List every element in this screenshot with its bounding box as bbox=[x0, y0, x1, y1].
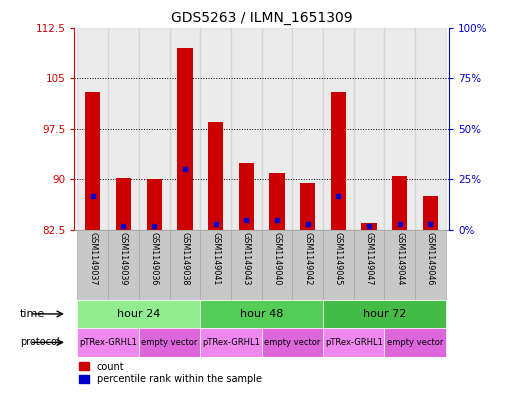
Text: GSM1149044: GSM1149044 bbox=[395, 232, 404, 286]
Bar bbox=[323, 300, 446, 328]
Bar bbox=[384, 328, 446, 357]
Bar bbox=[169, 28, 200, 230]
Bar bbox=[415, 230, 446, 300]
Bar bbox=[231, 28, 262, 230]
Bar bbox=[354, 230, 384, 300]
Bar bbox=[108, 230, 139, 300]
Text: GSM1149038: GSM1149038 bbox=[181, 232, 189, 286]
Text: empty vector: empty vector bbox=[142, 338, 198, 347]
Bar bbox=[139, 328, 200, 357]
Text: GSM1149036: GSM1149036 bbox=[150, 232, 159, 286]
Bar bbox=[147, 180, 162, 230]
Bar bbox=[177, 48, 192, 230]
Bar bbox=[108, 28, 139, 230]
Text: GSM1149045: GSM1149045 bbox=[334, 232, 343, 286]
Text: empty vector: empty vector bbox=[387, 338, 443, 347]
Bar bbox=[423, 196, 438, 230]
Bar bbox=[208, 122, 223, 230]
Text: GSM1149042: GSM1149042 bbox=[303, 232, 312, 286]
Text: GSM1149041: GSM1149041 bbox=[211, 232, 220, 286]
Bar bbox=[239, 163, 254, 230]
Bar bbox=[139, 28, 169, 230]
Bar bbox=[354, 28, 384, 230]
Bar bbox=[323, 328, 384, 357]
Text: empty vector: empty vector bbox=[264, 338, 321, 347]
Bar bbox=[262, 28, 292, 230]
Text: GSM1149046: GSM1149046 bbox=[426, 232, 435, 286]
Bar bbox=[139, 230, 169, 300]
Bar bbox=[169, 230, 200, 300]
Bar bbox=[323, 230, 354, 300]
Text: GSM1149037: GSM1149037 bbox=[88, 232, 97, 286]
Bar bbox=[415, 28, 446, 230]
Bar bbox=[262, 328, 323, 357]
Bar bbox=[231, 230, 262, 300]
Text: pTRex-GRHL1: pTRex-GRHL1 bbox=[202, 338, 260, 347]
Text: GSM1149039: GSM1149039 bbox=[119, 232, 128, 286]
Legend: count, percentile rank within the sample: count, percentile rank within the sample bbox=[79, 362, 262, 384]
Text: GSM1149040: GSM1149040 bbox=[272, 232, 282, 286]
Bar bbox=[384, 28, 415, 230]
Bar bbox=[200, 328, 262, 357]
Bar bbox=[262, 230, 292, 300]
Bar bbox=[77, 328, 139, 357]
Bar bbox=[77, 300, 200, 328]
Bar bbox=[300, 183, 315, 230]
Bar bbox=[77, 230, 108, 300]
Bar bbox=[331, 92, 346, 230]
Bar bbox=[323, 28, 354, 230]
Bar bbox=[116, 178, 131, 230]
Bar bbox=[292, 28, 323, 230]
Bar bbox=[269, 173, 285, 230]
Text: time: time bbox=[20, 309, 45, 319]
Text: hour 72: hour 72 bbox=[363, 309, 406, 319]
Text: GSM1149047: GSM1149047 bbox=[365, 232, 373, 286]
Bar bbox=[200, 28, 231, 230]
Text: protocol: protocol bbox=[20, 338, 60, 347]
Bar bbox=[384, 230, 415, 300]
Text: GSM1149043: GSM1149043 bbox=[242, 232, 251, 286]
Bar bbox=[200, 230, 231, 300]
Bar bbox=[200, 300, 323, 328]
Bar bbox=[392, 176, 407, 230]
Text: pTRex-GRHL1: pTRex-GRHL1 bbox=[325, 338, 383, 347]
Text: hour 24: hour 24 bbox=[117, 309, 161, 319]
Text: pTRex-GRHL1: pTRex-GRHL1 bbox=[79, 338, 137, 347]
Bar bbox=[361, 223, 377, 230]
Bar bbox=[292, 230, 323, 300]
Text: hour 48: hour 48 bbox=[240, 309, 283, 319]
Bar bbox=[77, 28, 108, 230]
Bar bbox=[85, 92, 101, 230]
Title: GDS5263 / ILMN_1651309: GDS5263 / ILMN_1651309 bbox=[171, 11, 352, 25]
